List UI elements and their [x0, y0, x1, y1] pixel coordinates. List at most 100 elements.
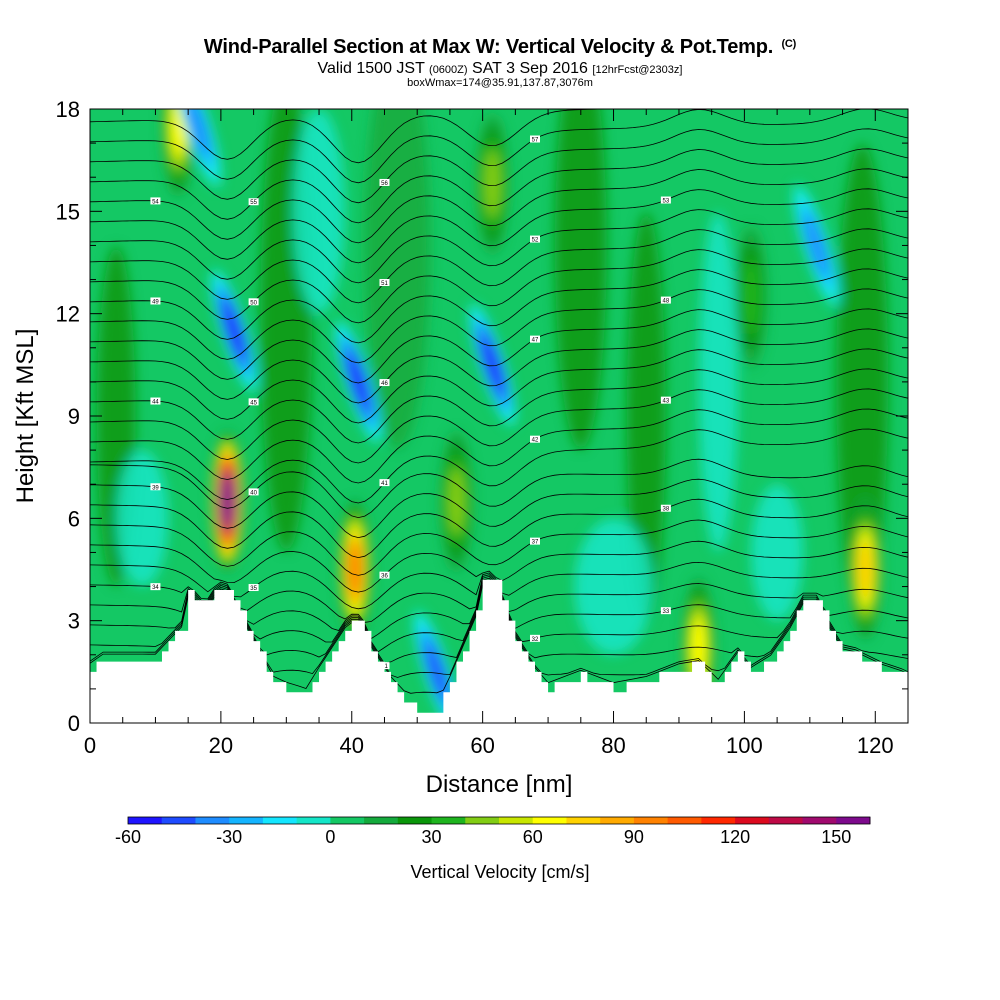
- theta-contour-21: [90, 248, 908, 324]
- cross-section-plot: 2930313233343536373839404142434445464748…: [12, 97, 909, 798]
- theta-label-bg-5: [150, 583, 161, 591]
- theta-label-9: 38: [663, 507, 670, 513]
- field-band-2: [365, 109, 431, 450]
- theta-label-bg-14: [660, 396, 671, 404]
- valid-date: SAT 3 Sep 2016: [472, 60, 588, 77]
- theta-contour-13: [90, 408, 908, 484]
- theta-label-bg-8: [529, 537, 540, 545]
- theta-label-21: 50: [250, 300, 257, 306]
- theta-contour-22: [90, 228, 908, 304]
- colorbar-tick-2: 0: [325, 827, 335, 847]
- theta-label-bg-19: [660, 296, 671, 304]
- theta-label-16: 45: [250, 400, 257, 406]
- theta-label-bg-7: [379, 571, 390, 579]
- colorbar-swatch-5: [296, 817, 331, 824]
- updraft-3-level-7: [858, 541, 873, 598]
- theta-label-bg-6: [248, 584, 259, 592]
- theta-label-19: 48: [663, 299, 670, 305]
- theta-contour-28: [90, 109, 908, 184]
- x-tick-label-5: 100: [726, 733, 763, 758]
- colorbar-swatch-14: [600, 817, 635, 824]
- theta-label-bg-18: [529, 335, 540, 343]
- colorbar-swatch-0: [128, 817, 163, 824]
- colorbar-swatch-1: [161, 817, 196, 824]
- chart-title: Wind-Parallel Section at Max W: Vertical…: [0, 36, 1000, 59]
- theta-label-5: 34: [152, 585, 159, 591]
- theta-label-2: 31: [381, 664, 388, 670]
- colorbar-tick-0: -60: [115, 827, 141, 847]
- box-info: boxWmax=174@35.91,137.87,3076m: [407, 77, 593, 89]
- theta-label-6: 35: [250, 586, 257, 592]
- colorbar-swatch-6: [330, 817, 365, 824]
- colorbar-tick-5: 90: [624, 827, 644, 847]
- theta-label-22: 51: [381, 281, 388, 287]
- y-tick-label-3: 9: [68, 404, 80, 429]
- x-axis-label: Distance [nm]: [426, 771, 573, 798]
- colorbar-tick-4: 60: [523, 827, 543, 847]
- field-band-3: [554, 109, 607, 450]
- x-tick-label-4: 80: [601, 733, 625, 758]
- theta-label-18: 47: [532, 338, 539, 344]
- theta-contour-27: [90, 128, 908, 204]
- colorbar-swatch-11: [499, 817, 534, 824]
- updraft-1-level-9: [348, 543, 362, 596]
- theta-label-bg-3: [529, 634, 540, 642]
- y-tick-label-5: 15: [56, 199, 80, 224]
- updraft-7-level-6: [171, 109, 186, 156]
- theta-contour-17: [90, 328, 908, 404]
- colorbar-swatch-18: [735, 817, 770, 824]
- theta-label-3: 32: [532, 637, 539, 643]
- downdraft-5-level-4: [186, 109, 210, 156]
- colorbar-swatch-3: [229, 817, 264, 824]
- theta-label-8: 37: [532, 540, 539, 546]
- theta-label-bg-22: [379, 279, 390, 287]
- theta-contour-24: [90, 188, 908, 264]
- colorbar-tick-7: 150: [821, 827, 851, 847]
- field-band-9: [574, 518, 653, 655]
- x-tick-label-2: 40: [340, 733, 364, 758]
- theta-label-bg-17: [379, 379, 390, 387]
- theta-label-26: 55: [250, 200, 257, 206]
- theta-label-bg-25: [150, 197, 161, 205]
- colorbar-frame: [127, 816, 871, 825]
- downdraft-3-level-5: [426, 644, 448, 700]
- downdraft-2-level-6: [482, 339, 503, 391]
- x-tick-label-3: 60: [470, 733, 494, 758]
- theta-contour-15: [90, 368, 908, 444]
- x-tick-label-6: 120: [857, 733, 894, 758]
- colorbar: -60 -30 0 30 60 90 120 150: [115, 816, 871, 847]
- colorbar-swatch-9: [431, 817, 466, 824]
- theta-contour-25: [90, 168, 908, 244]
- colorbar-tick-3: 30: [422, 827, 442, 847]
- theta-label-23: 52: [532, 238, 539, 244]
- y-tick-label-6: 18: [56, 97, 80, 122]
- theta-contour-18: [90, 308, 908, 384]
- colorbar-swatch-2: [195, 817, 230, 824]
- colorbar-label: Vertical Velocity [cm/s]: [410, 862, 590, 882]
- y-tick-label-4: 12: [56, 302, 80, 327]
- colorbar-swatch-17: [701, 817, 736, 824]
- colorbar-swatch-8: [397, 817, 433, 824]
- theta-label-bg-12: [379, 479, 390, 487]
- theta-label-bg-15: [150, 397, 161, 405]
- y-tick-label-1: 3: [68, 609, 80, 634]
- y-axis-label: Height [Kft MSL]: [12, 329, 39, 504]
- theta-label-bg-13: [529, 435, 540, 443]
- theta-label-bg-21: [248, 298, 259, 306]
- downdraft-0-level-6: [223, 304, 245, 357]
- theta-contour-23: [90, 208, 908, 284]
- theta-label-15: 44: [152, 400, 159, 406]
- y-tick-label-0: 0: [68, 711, 80, 736]
- theta-label-24: 53: [663, 199, 670, 205]
- theta-label-bg-23: [529, 235, 540, 243]
- theta-contour-12: [90, 428, 908, 504]
- theta-label-bg-10: [150, 483, 161, 491]
- theta-contour-26: [90, 148, 908, 224]
- theta-contour-10: [90, 478, 908, 539]
- theta-contour-11: [90, 458, 908, 519]
- forecast-info: [12hrFcst@2303z]: [592, 64, 683, 76]
- theta-label-20: 49: [152, 299, 159, 305]
- field-band-4: [626, 212, 666, 620]
- colorbar-swatch-19: [768, 817, 804, 824]
- theta-label-bg-28: [529, 135, 540, 143]
